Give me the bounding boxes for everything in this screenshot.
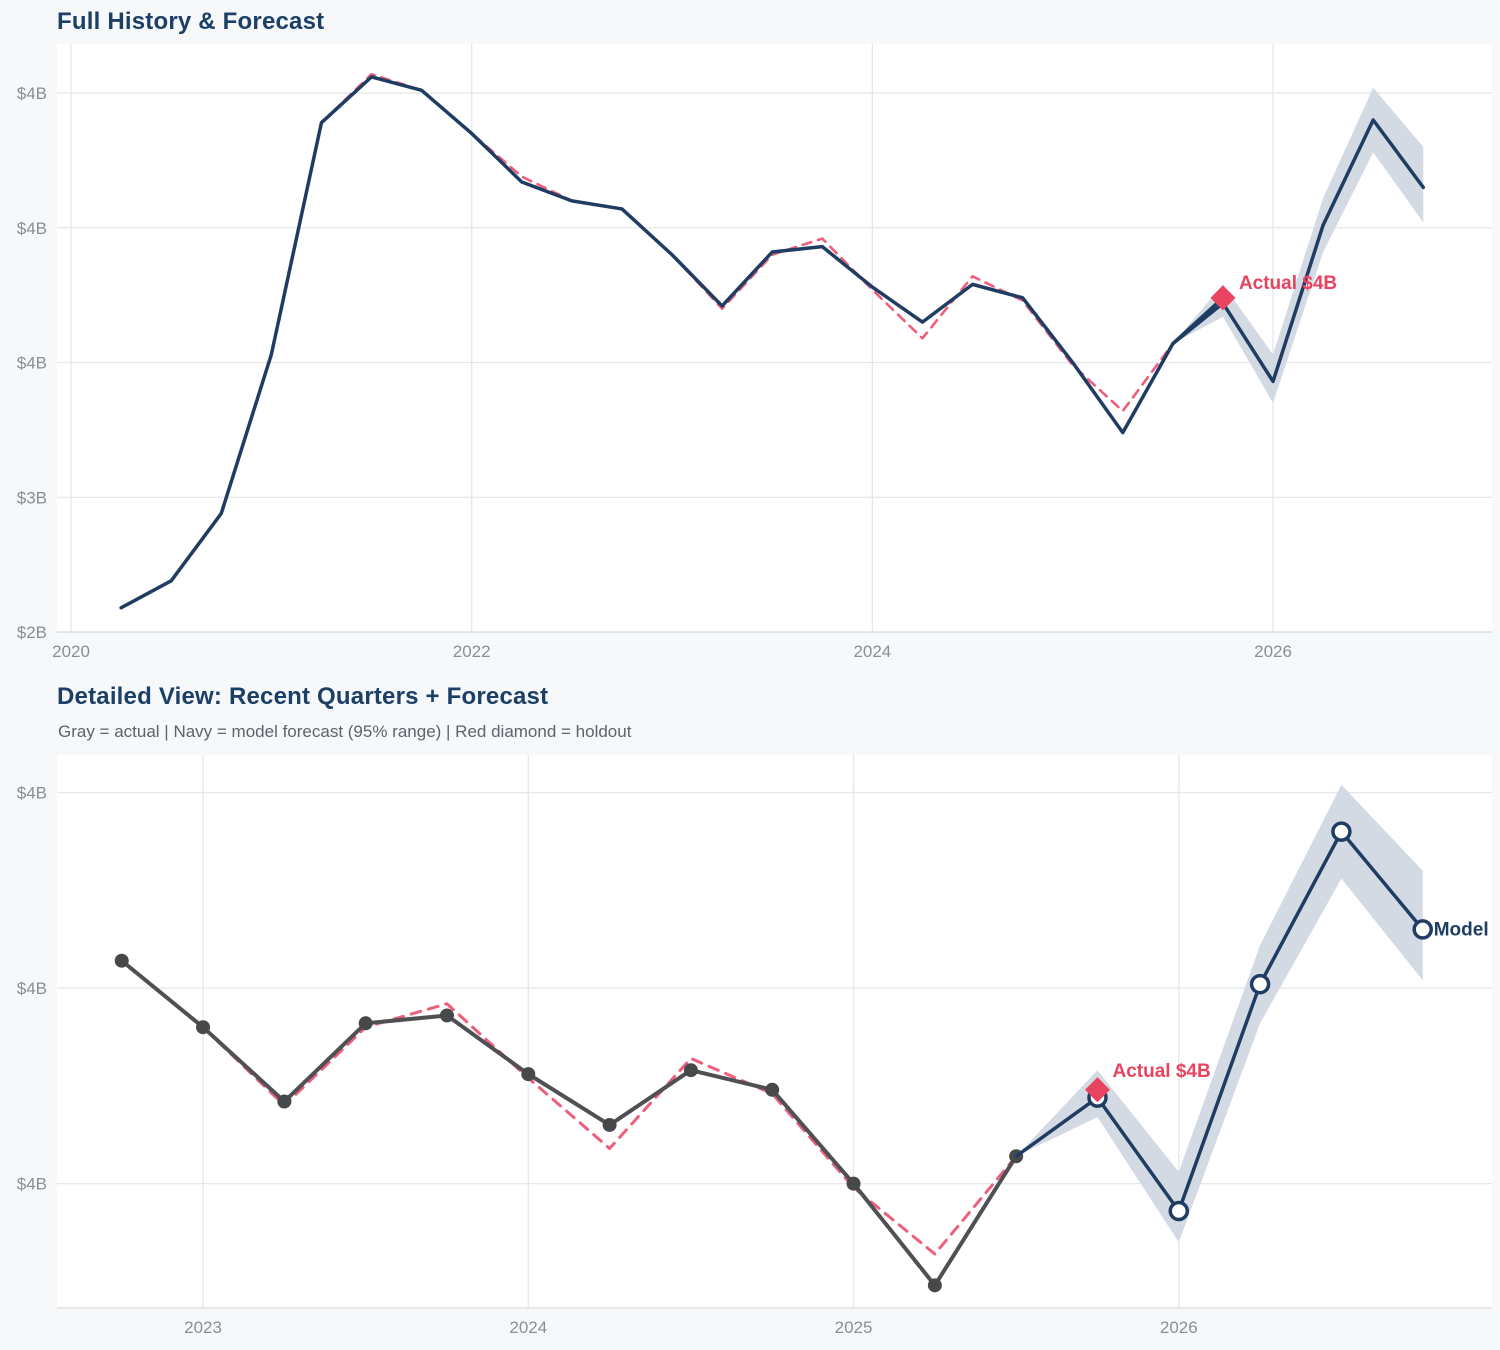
annotation-model: Model <box>1434 919 1489 940</box>
x-tick-label: 2025 <box>835 1318 873 1337</box>
series-forecast-line <box>1014 829 1425 1213</box>
plot-area <box>57 44 1492 632</box>
holdout-diamond <box>1084 1077 1110 1103</box>
y-tick-label: $4B <box>17 84 47 103</box>
chart2-subtitle-legend: Gray = actual | Navy = model forecast (9… <box>58 722 632 741</box>
actual-point-dot <box>521 1067 536 1082</box>
x-tick-label: 2023 <box>184 1318 222 1337</box>
actual-point-dot <box>277 1094 292 1109</box>
series-fitted-line <box>120 959 1018 1256</box>
actual-point-dot <box>196 1020 211 1035</box>
actual-point-dot <box>439 1008 454 1023</box>
holdout-diamond <box>1210 285 1236 311</box>
chart2-title: Detailed View: Recent Quarters + Forecas… <box>57 683 549 710</box>
actual-point-dot <box>927 1278 942 1293</box>
x-tick-label: 2022 <box>453 642 491 661</box>
y-tick-label: $3B <box>17 488 47 507</box>
x-tick-label: 2020 <box>52 642 90 661</box>
y-tick-label: $4B <box>17 1175 47 1194</box>
series-forecast-line <box>1171 118 1426 384</box>
actual-point-dot <box>683 1063 698 1078</box>
y-tick-label: $4B <box>17 354 47 373</box>
x-tick-label: 2024 <box>509 1318 547 1337</box>
actual-point-dot <box>602 1117 617 1132</box>
actual-point-dot <box>358 1016 373 1031</box>
x-tick-label: 2026 <box>1160 1318 1198 1337</box>
forecast-point-open-circle <box>1412 919 1433 940</box>
y-tick-label: $4B <box>17 219 47 238</box>
y-tick-label: $2B <box>17 623 47 642</box>
actual-point-dot <box>846 1176 861 1191</box>
actual-point-dot <box>114 953 129 968</box>
forecast-point-open-circle <box>1331 821 1352 842</box>
chart1-title: Full History & Forecast <box>57 8 325 35</box>
series-actual-line <box>119 75 1225 610</box>
plot-area <box>57 755 1492 1308</box>
annotation-actual-4b: Actual $4B <box>1239 273 1337 294</box>
x-tick-label: 2026 <box>1254 642 1292 661</box>
annotation-actual-4b: Actual $4B <box>1112 1061 1210 1082</box>
forecast-point-open-circle <box>1168 1200 1190 1222</box>
forecast-point-open-circle <box>1249 973 1271 995</box>
y-tick-label: $4B <box>17 979 47 998</box>
actual-point-dot <box>765 1082 780 1097</box>
series-actual-line <box>119 958 1019 1288</box>
y-tick-label: $4B <box>17 784 47 803</box>
x-tick-label: 2024 <box>853 642 891 661</box>
